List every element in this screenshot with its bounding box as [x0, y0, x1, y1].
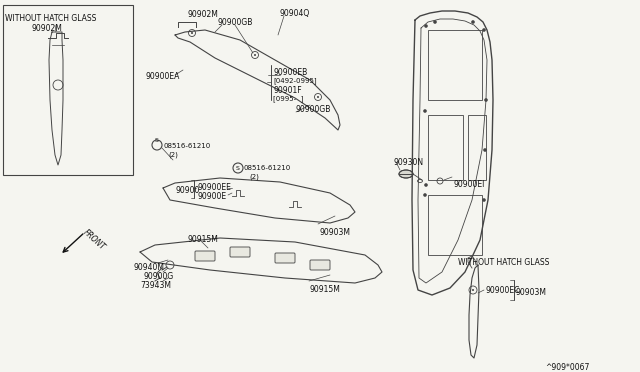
Text: 90900EC: 90900EC	[486, 286, 520, 295]
Circle shape	[482, 198, 486, 202]
Circle shape	[484, 98, 488, 102]
Text: 90900GB: 90900GB	[296, 105, 332, 114]
Text: S: S	[236, 166, 240, 170]
Text: 08516-61210: 08516-61210	[244, 165, 291, 171]
Text: 73943M: 73943M	[140, 281, 171, 290]
Text: 90915M: 90915M	[310, 285, 341, 294]
Text: 90903M: 90903M	[516, 288, 547, 297]
Text: 90900EB: 90900EB	[273, 68, 307, 77]
Text: 90903M: 90903M	[320, 228, 351, 237]
Circle shape	[433, 20, 437, 24]
Text: 90940M: 90940M	[133, 263, 164, 272]
Circle shape	[424, 24, 428, 28]
Text: [0492-0995]: [0492-0995]	[273, 77, 317, 84]
FancyBboxPatch shape	[195, 251, 215, 261]
Text: 08516-61210: 08516-61210	[163, 143, 211, 149]
Text: WITHOUT HATCH GLASS: WITHOUT HATCH GLASS	[458, 258, 549, 267]
Text: 90930N: 90930N	[394, 158, 424, 167]
Text: 90900EI: 90900EI	[454, 180, 485, 189]
Circle shape	[424, 183, 428, 187]
Text: 90901F: 90901F	[273, 86, 301, 95]
Circle shape	[483, 148, 487, 152]
Text: [0995-  ]: [0995- ]	[273, 95, 303, 102]
Circle shape	[482, 28, 486, 32]
Text: 90915M: 90915M	[188, 235, 219, 244]
Text: (2): (2)	[249, 174, 259, 180]
Circle shape	[472, 289, 474, 291]
Circle shape	[423, 109, 427, 113]
Circle shape	[254, 54, 256, 56]
Text: 90900EA: 90900EA	[145, 72, 179, 81]
Text: ^909*0067: ^909*0067	[546, 363, 590, 372]
Text: 90900: 90900	[175, 186, 200, 195]
Text: 90904Q: 90904Q	[280, 9, 310, 18]
FancyBboxPatch shape	[310, 260, 330, 270]
Circle shape	[423, 193, 427, 197]
Text: (2): (2)	[168, 151, 178, 157]
Text: 90902M: 90902M	[188, 10, 219, 19]
Text: 90900EE: 90900EE	[197, 183, 231, 192]
Text: S: S	[155, 138, 159, 142]
FancyBboxPatch shape	[275, 253, 295, 263]
Text: 90902M: 90902M	[32, 24, 63, 33]
Ellipse shape	[399, 170, 413, 178]
Bar	[3, 5, 133, 175]
FancyBboxPatch shape	[230, 247, 250, 257]
Circle shape	[317, 96, 319, 98]
Circle shape	[191, 32, 193, 34]
Circle shape	[471, 20, 475, 24]
Text: WITHOUT HATCH GLASS: WITHOUT HATCH GLASS	[5, 14, 97, 23]
Text: 90900G: 90900G	[143, 272, 173, 281]
Text: FRONT: FRONT	[81, 228, 106, 252]
Text: 90900E: 90900E	[197, 192, 226, 201]
Text: 90900GB: 90900GB	[218, 18, 253, 27]
